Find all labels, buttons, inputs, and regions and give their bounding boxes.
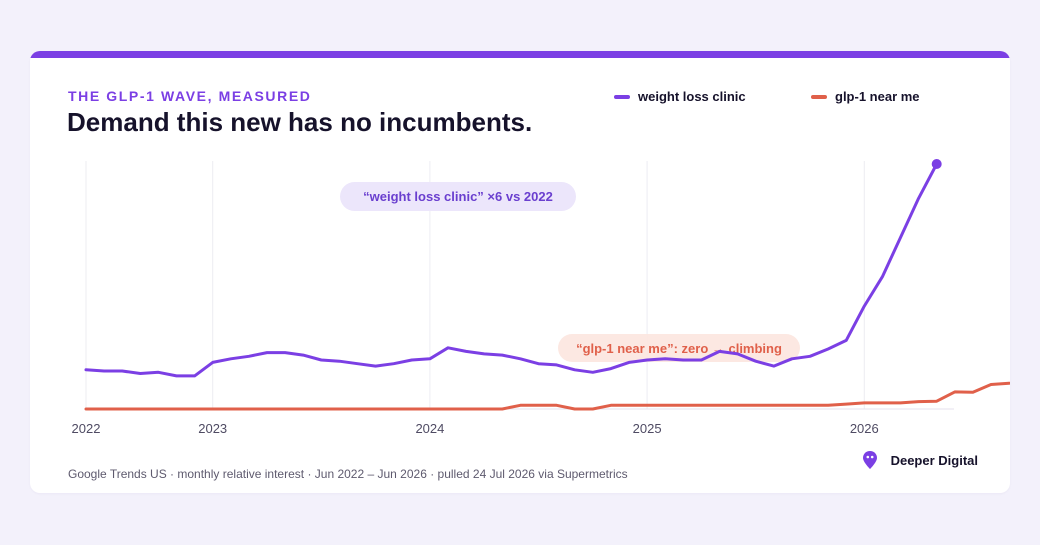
- map-pin-icon: [862, 451, 877, 469]
- chart-card: THE GLP-1 WAVE, MEASURED Demand this new…: [30, 51, 1010, 493]
- series-line-weight-loss-clinic: [84, 162, 939, 378]
- x-tick-2025: 2025: [633, 421, 662, 436]
- annotation-text-glp1-near-me: “glp-1 near me”: zero → climbing: [576, 341, 782, 356]
- brand-name: Deeper Digital: [890, 452, 978, 468]
- legend-swatch-glp1-near-me: [811, 94, 827, 99]
- x-tick-2024: 2024: [415, 421, 444, 436]
- annotation-layer: “weight loss clinic” ×6 vs 2022 “glp-1 ne…: [340, 182, 800, 362]
- legend-swatch-weight-loss-clinic: [614, 94, 630, 99]
- legend-label-glp1-near-me: glp-1 near me: [835, 89, 920, 104]
- card-accent-bar: [30, 51, 1010, 58]
- x-tick-layer: 2022 2023 2024 2025 2026: [72, 421, 879, 436]
- line-chart: “weight loss clinic” ×6 vs 2022 “glp-1 ne…: [72, 159, 1010, 436]
- annotation-pill-weight-loss-clinic: [340, 182, 576, 211]
- series-layer: [84, 159, 1010, 411]
- source-note: Google Trends US · monthly relative inte…: [68, 467, 628, 481]
- series-line-glp-1-near-me: [84, 381, 1010, 411]
- legend-item-weight-loss-clinic: weight loss clinic: [614, 89, 746, 104]
- series-endpoint-weight-loss-clinic: [931, 159, 942, 169]
- chart-headline: Demand this new has no incumbents.: [67, 107, 533, 137]
- x-tick-2022: 2022: [72, 421, 101, 436]
- brand-logo: Deeper Digital: [862, 451, 978, 469]
- x-tick-2026: 2026: [850, 421, 879, 436]
- x-tick-2023: 2023: [198, 421, 227, 436]
- legend-label-weight-loss-clinic: weight loss clinic: [638, 89, 746, 104]
- chart-eyebrow: THE GLP-1 WAVE, MEASURED: [68, 88, 312, 104]
- annotation-text-weight-loss-clinic: “weight loss clinic” ×6 vs 2022: [363, 189, 553, 204]
- legend-item-glp1-near-me: glp-1 near me: [811, 89, 920, 104]
